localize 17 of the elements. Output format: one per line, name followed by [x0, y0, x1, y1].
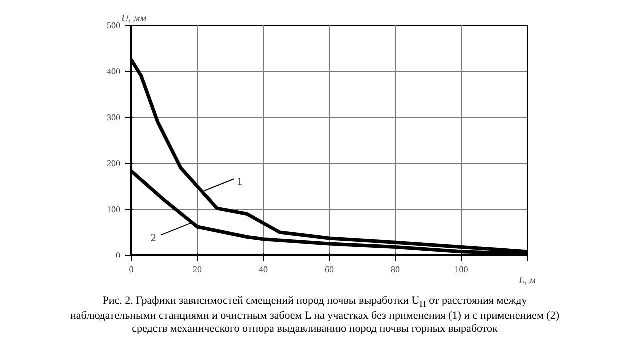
x-tick-label: 100: [454, 264, 469, 274]
y-axis-title: U, мм: [122, 14, 148, 24]
x-tick-label: 80: [391, 264, 400, 274]
x-tick-label: 40: [259, 264, 268, 274]
y-tick-label: 400: [107, 66, 121, 76]
x-tick-label: 60: [325, 264, 334, 274]
y-tick-label: 200: [107, 158, 121, 168]
annotation: 2: [150, 232, 156, 244]
text: Рис. 2. Графики зависимостей смещений пород почвы выработки U$_{П}$ от расстояния между наблюдательными станциями и очистным забоем L на участках без применения (1) и с применением (2) средств механического отпора выдавливанию пород почвы горных выработок: [70, 295, 560, 337]
y-tick-label: 100: [107, 204, 121, 214]
y-tick-label: 300: [107, 112, 121, 122]
annotation: 1: [237, 176, 243, 188]
y-tick-label: 500: [107, 20, 121, 30]
y-tick-label: 0: [116, 250, 121, 260]
x-tick-label: 0: [129, 264, 134, 274]
x-tick-label: 20: [193, 264, 202, 274]
x-axis-title: L, м: [518, 276, 537, 286]
